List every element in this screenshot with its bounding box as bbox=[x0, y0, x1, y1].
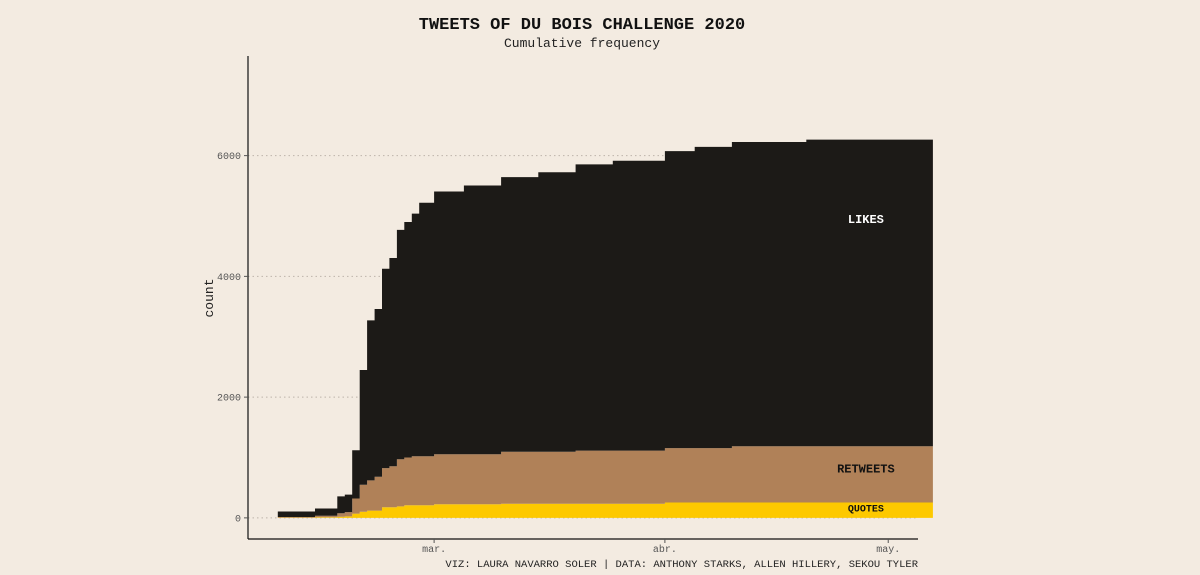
area-retweets bbox=[277, 444, 933, 518]
series-label-quotes: QUOTES bbox=[848, 505, 884, 516]
y-tick-label: 2000 bbox=[217, 394, 241, 405]
y-tick-label: 6000 bbox=[217, 152, 241, 163]
stacked-areas bbox=[277, 134, 933, 518]
area-quotes bbox=[277, 501, 933, 518]
x-tick-label: abr. bbox=[653, 544, 677, 556]
x-tick-label: may. bbox=[876, 545, 900, 556]
x-tick-label: mar. bbox=[422, 545, 446, 556]
series-labels: QUOTES RETWEETS LIKES bbox=[837, 213, 895, 516]
series-label-retweets: RETWEETS bbox=[837, 462, 895, 476]
chart-subtitle: Cumulative frequency bbox=[504, 36, 660, 51]
chart-caption: VIZ: LAURA NAVARRO SOLER | DATA: ANTHONY… bbox=[445, 559, 918, 571]
area-likes bbox=[277, 134, 933, 517]
y-tick-label: 4000 bbox=[217, 273, 241, 284]
series-label-likes: LIKES bbox=[848, 213, 884, 227]
y-axis-title: count bbox=[202, 278, 217, 317]
axes: 0 2000 4000 6000 mar. abr. may. bbox=[217, 56, 918, 556]
chart-title: TWEETS OF DU BOIS CHALLENGE 2020 bbox=[419, 16, 745, 35]
y-tick-label: 0 bbox=[235, 514, 241, 525]
